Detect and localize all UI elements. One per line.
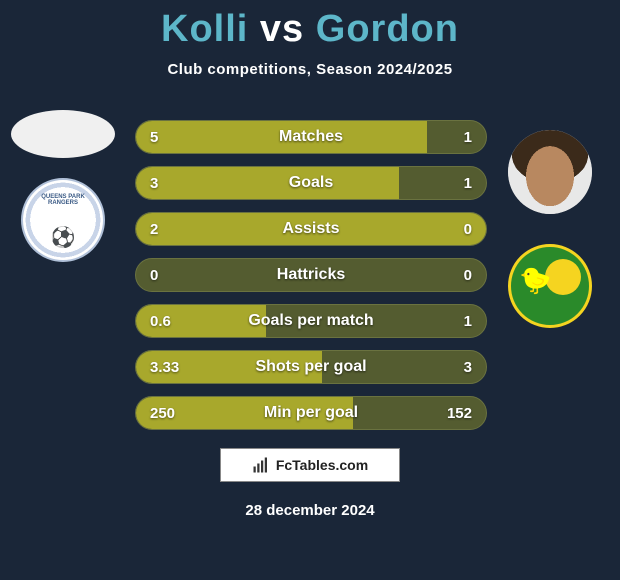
qpr-crest-text: QUEENS PARKRANGERS <box>41 194 85 206</box>
player1-avatar <box>11 110 115 158</box>
chart-icon <box>252 456 270 474</box>
stat-right-value: 152 <box>447 405 472 422</box>
vs-separator: vs <box>260 8 304 50</box>
branding-text: FcTables.com <box>276 457 368 473</box>
stat-left-value: 3.33 <box>150 359 179 376</box>
stat-fill <box>136 167 399 199</box>
stat-right-value: 1 <box>464 313 472 330</box>
left-player-column: QUEENS PARKRANGERS <box>8 110 118 262</box>
player2-face <box>508 130 592 214</box>
stat-row: 0 Hattricks 0 <box>135 258 487 292</box>
stat-left-value: 0 <box>150 267 158 284</box>
stat-row: 250 Min per goal 152 <box>135 396 487 430</box>
stat-label: Min per goal <box>264 404 358 422</box>
stat-row: 3 Goals 1 <box>135 166 487 200</box>
stat-label: Goals per match <box>248 312 373 330</box>
stat-right-value: 1 <box>464 129 472 146</box>
player1-club-crest: QUEENS PARKRANGERS <box>21 178 105 262</box>
stat-right-value: 0 <box>464 221 472 238</box>
page-title: Kolli vs Gordon <box>0 0 620 51</box>
stats-bars: 5 Matches 1 3 Goals 1 2 Assists 0 0 Hattricks 0 0.6 G… <box>135 120 487 430</box>
player2-club-crest <box>508 244 592 328</box>
subtitle: Club competitions, Season 2024/2025 <box>0 61 620 78</box>
stat-row: 3.33 Shots per goal 3 <box>135 350 487 384</box>
stat-left-value: 250 <box>150 405 175 422</box>
stat-right-value: 3 <box>464 359 472 376</box>
stat-left-value: 2 <box>150 221 158 238</box>
stat-right-value: 1 <box>464 175 472 192</box>
right-player-column <box>500 130 600 328</box>
stat-row: 0.6 Goals per match 1 <box>135 304 487 338</box>
date-text: 28 december 2024 <box>245 502 374 519</box>
stat-label: Hattricks <box>277 266 345 284</box>
player1-name: Kolli <box>161 8 248 50</box>
branding-badge: FcTables.com <box>220 448 400 482</box>
stat-right-value: 0 <box>464 267 472 284</box>
stat-row: 5 Matches 1 <box>135 120 487 154</box>
stat-label: Goals <box>289 174 333 192</box>
stat-label: Matches <box>279 128 343 146</box>
stat-label: Shots per goal <box>255 358 366 376</box>
stat-left-value: 0.6 <box>150 313 171 330</box>
stat-label: Assists <box>283 220 340 238</box>
stat-row: 2 Assists 0 <box>135 212 487 246</box>
stat-left-value: 3 <box>150 175 158 192</box>
player2-name: Gordon <box>316 8 459 50</box>
player2-avatar <box>508 130 592 214</box>
stat-left-value: 5 <box>150 129 158 146</box>
